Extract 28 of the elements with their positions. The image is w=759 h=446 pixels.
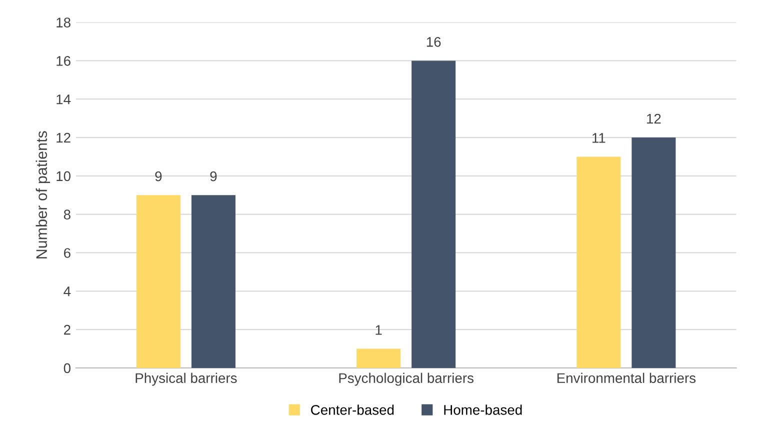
- data-label: 16: [426, 37, 441, 47]
- data-label: 11: [592, 133, 606, 143]
- y-tick-label: 12: [56, 132, 70, 143]
- data-label: 12: [647, 114, 661, 124]
- y-tick-label: 8: [64, 210, 70, 220]
- bar: [576, 156, 621, 368]
- y-axis-title: Number of patients: [36, 131, 50, 258]
- y-tick-label: 14: [56, 94, 71, 104]
- y-tick-label: 4: [64, 286, 71, 296]
- x-tick-label: Psychological barriers: [339, 372, 474, 386]
- bar: [356, 348, 401, 368]
- y-tick-label: 6: [64, 248, 70, 258]
- y-tick-label: 0: [64, 363, 70, 374]
- bar: [191, 195, 236, 368]
- x-tick-label: Environmental barriers: [557, 372, 696, 384]
- x-tick-label: Physical barriers: [136, 372, 237, 386]
- data-label: 9: [210, 171, 217, 182]
- legend-label: Home-based: [444, 404, 522, 415]
- y-tick-label: 18: [56, 18, 70, 28]
- data-label: 1: [376, 325, 382, 335]
- y-tick-label: 2: [64, 324, 70, 335]
- y-tick-label: 16: [56, 56, 70, 66]
- legend-label: Center-based: [311, 404, 394, 415]
- bar: [136, 195, 180, 368]
- y-tick-label: 10: [56, 171, 70, 182]
- data-label: 9: [155, 171, 162, 182]
- bar: [632, 138, 676, 368]
- bar: [412, 60, 456, 368]
